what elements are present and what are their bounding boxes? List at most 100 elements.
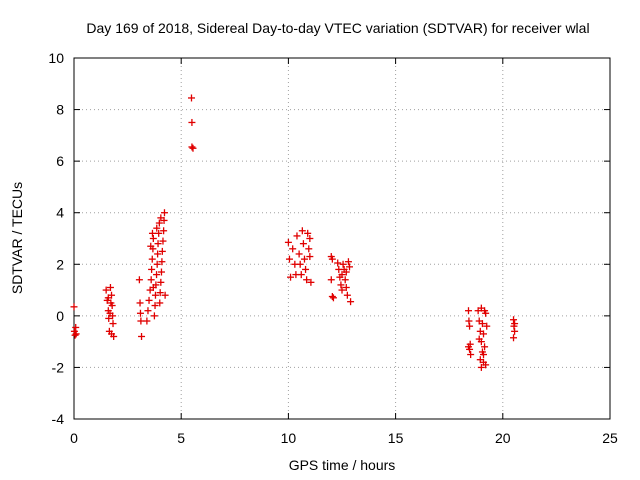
- x-tick-label: 20: [495, 430, 511, 446]
- data-point: [467, 351, 475, 359]
- data-point: [149, 283, 157, 291]
- data-point: [102, 286, 110, 294]
- data-point: [476, 356, 484, 364]
- data-point: [464, 307, 472, 315]
- data-point: [136, 309, 144, 317]
- data-point: [106, 283, 114, 291]
- data-point: [157, 214, 165, 222]
- data-point: [188, 143, 196, 151]
- data-point: [155, 219, 163, 227]
- data-point: [328, 293, 336, 301]
- data-point: [284, 238, 292, 246]
- data-point: [160, 227, 168, 235]
- data-point: [161, 291, 169, 299]
- chart-title: Day 169 of 2018, Sidereal Day-to-day VTE…: [86, 20, 589, 36]
- data-point: [466, 322, 474, 330]
- data-point: [72, 330, 80, 338]
- data-point: [297, 271, 305, 279]
- data-point: [510, 334, 518, 342]
- x-tick-label: 10: [281, 430, 297, 446]
- x-tick-label: 5: [177, 430, 185, 446]
- y-tick-label: 6: [56, 153, 64, 169]
- data-point: [157, 278, 165, 286]
- data-point: [289, 245, 297, 253]
- data-point: [337, 281, 345, 289]
- data-point: [466, 340, 474, 348]
- data-point: [306, 235, 314, 242]
- x-axis-label: GPS time / hours: [289, 457, 396, 473]
- data-point: [189, 144, 197, 152]
- x-tick-label: 0: [70, 430, 78, 446]
- data-point: [154, 240, 162, 248]
- data-point: [343, 291, 351, 299]
- data-point: [187, 94, 195, 102]
- y-tick-label: -4: [52, 411, 65, 427]
- data-point: [480, 330, 488, 338]
- data-point: [155, 229, 163, 237]
- data-point: [510, 316, 518, 324]
- x-tick-label: 15: [388, 430, 404, 446]
- data-point: [305, 245, 313, 253]
- data-point: [296, 260, 304, 268]
- data-point: [287, 273, 295, 281]
- data-point: [338, 271, 346, 279]
- data-point: [334, 259, 342, 267]
- data-point: [138, 332, 146, 340]
- data-point: [158, 247, 166, 255]
- data-point: [477, 363, 485, 371]
- data-point: [156, 299, 164, 307]
- data-point: [295, 250, 303, 258]
- data-point: [150, 312, 158, 320]
- data-point: [303, 276, 311, 284]
- data-point: [342, 268, 350, 276]
- data-point: [153, 260, 161, 268]
- data-point: [149, 235, 157, 242]
- data-point: [344, 258, 352, 266]
- data-point: [148, 229, 156, 237]
- data-point: [328, 255, 336, 263]
- data-point: [481, 307, 489, 315]
- data-point: [156, 289, 164, 297]
- data-point: [327, 276, 335, 284]
- y-tick-label: 4: [56, 205, 64, 221]
- data-point: [307, 278, 315, 286]
- data-point: [338, 286, 346, 294]
- data-point: [302, 265, 310, 273]
- data-point: [154, 250, 162, 258]
- data-point: [71, 331, 79, 339]
- data-point: [70, 303, 78, 311]
- data-point: [104, 294, 112, 302]
- y-tick-label: 2: [56, 256, 64, 272]
- data-point: [511, 320, 519, 328]
- data-point: [342, 283, 350, 291]
- data-point: [137, 317, 145, 325]
- data-point: [153, 224, 161, 232]
- x-tick-label: 25: [602, 430, 618, 446]
- data-points: [70, 94, 519, 371]
- y-tick-label: 10: [48, 50, 64, 66]
- data-point: [160, 209, 168, 217]
- data-point: [144, 307, 152, 315]
- data-point: [511, 327, 519, 335]
- data-point: [151, 302, 159, 310]
- data-point: [478, 320, 486, 328]
- data-point: [143, 317, 151, 325]
- data-point: [483, 322, 491, 330]
- data-point: [475, 335, 483, 343]
- data-point: [299, 240, 307, 248]
- data-point: [293, 232, 301, 240]
- data-point: [300, 255, 308, 263]
- data-point: [346, 263, 354, 271]
- y-tick-label: -2: [52, 359, 65, 375]
- data-point: [480, 351, 488, 359]
- y-tick-labels: -4 -2 0 2 4 6 8 10: [48, 50, 64, 427]
- data-point: [157, 268, 165, 276]
- data-point: [72, 323, 80, 331]
- plot-frame: [73, 57, 611, 420]
- data-point: [148, 255, 156, 263]
- data-point: [147, 276, 155, 284]
- data-point: [188, 118, 196, 126]
- data-point: [347, 298, 355, 306]
- y-axis-label: SDTVAR / TECUs: [9, 182, 25, 294]
